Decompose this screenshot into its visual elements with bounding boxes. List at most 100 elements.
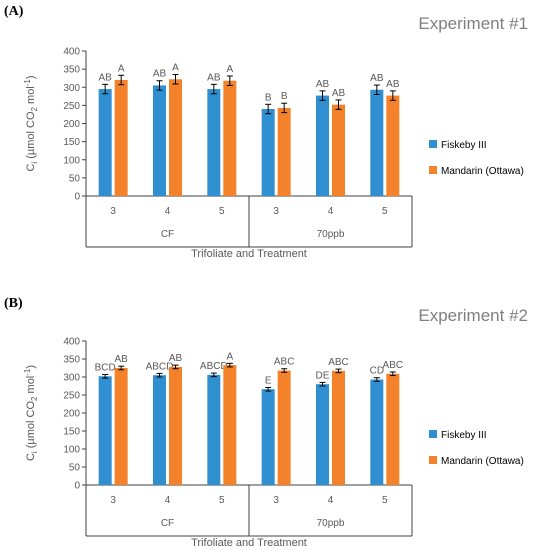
legend-swatch <box>429 430 437 438</box>
y-tick-label: 300 <box>63 373 80 384</box>
significance-label: AB <box>332 88 346 99</box>
x-tick-label: 4 <box>165 206 171 217</box>
chart-title: Experiment #1 <box>418 14 528 33</box>
x-axis-title: Trifoliate and Treatment <box>191 537 307 549</box>
significance-label: ABC <box>274 357 295 368</box>
significance-label: AB <box>153 69 167 80</box>
significance-label: AB <box>207 72 221 83</box>
significance-label: ABC <box>383 360 404 371</box>
y-tick-label: 50 <box>69 173 81 184</box>
significance-label: ABCD <box>200 361 228 372</box>
significance-label: B <box>265 92 272 103</box>
y-tick-label: 0 <box>74 192 80 203</box>
chart-panel-b: (B) Experiment #2 0 50 100 150 200 250 300 350 4… <box>0 292 534 550</box>
x-tick-label: 4 <box>328 495 334 506</box>
bar <box>169 366 182 485</box>
bar <box>316 95 329 196</box>
significance-label: DE <box>316 370 330 381</box>
y-axis-title: Ci (µmol CO2 mol-1) <box>23 75 39 171</box>
bar <box>386 373 400 485</box>
significance-label: BCD <box>95 362 116 373</box>
panel-label: (B) <box>4 296 23 311</box>
x-tick-label: 4 <box>328 206 334 217</box>
y-tick-label: 150 <box>63 137 80 148</box>
bar <box>223 80 237 196</box>
bar <box>370 89 384 196</box>
significance-label: CD <box>370 366 384 377</box>
x-tick-label: 5 <box>382 206 388 217</box>
y-tick-label: 100 <box>63 445 80 456</box>
bar <box>153 85 166 196</box>
y-tick-label: 50 <box>69 463 81 474</box>
bar <box>114 368 128 485</box>
x-tick-label: 3 <box>110 206 116 217</box>
bar <box>316 384 329 485</box>
bar <box>207 89 221 196</box>
bar <box>332 104 345 196</box>
x-tick-label: 3 <box>110 495 116 506</box>
x-tick-label: 3 <box>273 206 279 217</box>
legend-label: Fiskeby III <box>441 140 487 151</box>
legend-swatch <box>429 140 437 148</box>
group-label: 70ppb <box>317 229 345 240</box>
bar <box>277 107 291 196</box>
y-tick-label: 400 <box>63 337 80 348</box>
significance-label: A <box>172 63 179 74</box>
legend-label: Mandarin (Ottawa) <box>441 456 524 467</box>
bar <box>169 79 182 196</box>
significance-label: AB <box>98 72 112 83</box>
y-tick-label: 300 <box>63 83 80 94</box>
bar <box>332 370 345 485</box>
bar <box>261 109 275 196</box>
y-tick-label: 200 <box>63 409 80 420</box>
y-tick-label: 350 <box>63 65 80 76</box>
x-tick-label: 5 <box>219 495 225 506</box>
significance-label: ABC <box>328 357 349 368</box>
y-tick-label: 250 <box>63 101 80 112</box>
bar-chart-svg: 0 50 100 150 200 250 300 350 400 Ci (µmol CO2 mol… <box>23 337 524 550</box>
significance-label: AB <box>114 354 128 365</box>
group-label: CF <box>161 518 174 529</box>
y-tick-label: 100 <box>63 155 80 166</box>
legend-swatch <box>429 166 437 174</box>
bar <box>277 370 291 485</box>
x-tick-label: 5 <box>382 495 388 506</box>
y-tick-label: 400 <box>63 47 80 58</box>
bar <box>114 80 128 196</box>
y-tick-label: 150 <box>63 427 80 438</box>
x-tick-label: 3 <box>273 495 279 506</box>
bar <box>261 389 275 485</box>
x-axis-title: Trifoliate and Treatment <box>191 248 307 260</box>
x-tick-label: 5 <box>219 206 225 217</box>
significance-label: A <box>226 351 233 362</box>
legend-swatch <box>429 456 437 464</box>
panel-label: (A) <box>4 4 24 19</box>
significance-label: B <box>281 91 288 102</box>
bar <box>207 374 221 485</box>
significance-label: AB <box>169 353 183 364</box>
legend-label: Mandarin (Ottawa) <box>441 166 524 177</box>
group-label: 70ppb <box>317 518 345 529</box>
y-tick-label: 0 <box>74 481 80 492</box>
chart-title: Experiment #2 <box>418 306 528 325</box>
chart-panel-a: (A) Experiment #1 0 50 100 150 200 250 300 350 4… <box>0 0 534 270</box>
group-label: CF <box>161 229 174 240</box>
significance-label: AB <box>316 79 330 90</box>
y-tick-label: 200 <box>63 119 80 130</box>
legend-label: Fiskeby III <box>441 430 487 441</box>
significance-label: AB <box>386 79 400 90</box>
significance-label: ABCD <box>146 361 174 372</box>
bar <box>98 376 112 485</box>
y-tick-label: 250 <box>63 391 80 402</box>
significance-label: AB <box>370 73 384 84</box>
bar <box>153 375 166 485</box>
significance-label: A <box>118 63 125 74</box>
y-tick-label: 350 <box>63 355 80 366</box>
significance-label: E <box>265 375 272 386</box>
bar <box>370 379 384 485</box>
bar <box>98 89 112 196</box>
bar <box>223 365 237 485</box>
bar-chart-svg: 0 50 100 150 200 250 300 350 400 Ci (µmol CO2 mol… <box>23 47 524 261</box>
x-tick-label: 4 <box>165 495 171 506</box>
significance-label: A <box>226 64 233 75</box>
